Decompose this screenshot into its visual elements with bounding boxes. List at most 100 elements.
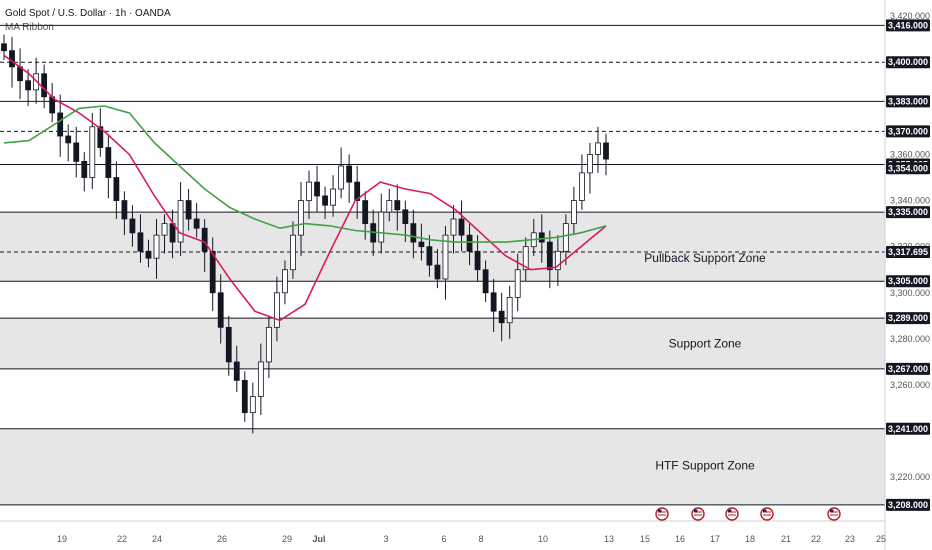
candle-body: [587, 154, 593, 174]
price-tick-label: 3,280.000: [890, 334, 930, 344]
candle-body: [378, 211, 385, 243]
candle-body: [241, 379, 248, 414]
us-flag-icon[interactable]: [655, 507, 669, 521]
candle-body: [579, 172, 585, 201]
candle-body: [338, 165, 345, 190]
candle-body: [595, 142, 601, 155]
candle-body: [394, 200, 401, 211]
candle-body: [217, 292, 224, 328]
zone-0: [0, 212, 885, 282]
candle-body: [209, 250, 216, 294]
us-flag-icon[interactable]: [725, 507, 739, 521]
zone-1: [0, 318, 885, 369]
candle-body: [410, 223, 417, 243]
time-tick-label: 23: [845, 534, 855, 544]
level-label-bg-6: [886, 206, 930, 219]
price-tick-label: 3,360.000: [890, 149, 930, 159]
time-axis[interactable]: 19 22 24 26 29 Jul 3 6 8 10 13 15 16 17 18 21 22 23 25: [57, 534, 886, 544]
candle-body: [546, 241, 553, 271]
level-label-3: 3,370.000: [888, 126, 928, 136]
level-label-bg-1: [886, 56, 930, 69]
candle-body: [522, 246, 529, 271]
candle-body: [570, 200, 577, 225]
candle-body: [346, 165, 353, 183]
zone-label-0: Pullback Support Zone: [644, 251, 766, 265]
price-tick-label: 3,300.000: [890, 288, 930, 298]
candle-body: [434, 264, 441, 280]
level-label-bg-10: [886, 362, 930, 375]
level-label-5: 3,354.000: [888, 163, 928, 173]
candle-body: [97, 126, 104, 148]
candle-body: [249, 396, 256, 414]
candle-body: [89, 126, 96, 178]
candle-body: [466, 234, 473, 252]
candle-body: [57, 112, 64, 137]
us-flag-icon[interactable]: [827, 507, 841, 521]
candle-body: [282, 269, 288, 294]
price-tick-label: 3,260.000: [890, 380, 930, 390]
level-label-9: 3,289.000: [888, 313, 928, 323]
time-tick-label: 10: [538, 534, 548, 544]
candle-body: [314, 181, 320, 197]
ma-fast-line: [3, 54, 607, 322]
event-markers[interactable]: [655, 507, 841, 521]
candle-body: [137, 232, 144, 252]
time-tick-label: 3: [383, 534, 388, 544]
candle-body: [426, 246, 433, 266]
zones-layer: [0, 212, 885, 505]
candle-body: [233, 361, 240, 381]
level-label-7: 3,317.695: [888, 247, 928, 257]
candle-body: [354, 181, 361, 201]
candle-body: [121, 200, 128, 220]
time-tick-label: 16: [675, 534, 685, 544]
time-tick-label: 29: [282, 534, 292, 544]
time-tick-label: 6: [441, 534, 446, 544]
level-label-8: 3,305.000: [888, 276, 928, 286]
candle-body: [201, 227, 208, 252]
candle-body: [386, 200, 393, 213]
candle-body: [153, 234, 160, 259]
level-label-2: 3,383.000: [888, 96, 928, 106]
candle-body: [73, 142, 80, 162]
us-flag-icon[interactable]: [760, 507, 774, 521]
candle-body: [145, 250, 152, 259]
candle-body: [1, 43, 7, 52]
candle-body: [298, 200, 304, 236]
level-label-bg-0: [886, 19, 930, 32]
candle-body: [362, 200, 369, 225]
candle-body: [274, 292, 280, 328]
level-label-10: 3,267.000: [888, 364, 928, 374]
candle-body: [490, 292, 497, 312]
price-tick-label: 3,420.000: [890, 11, 930, 21]
price-tick-label: 3,340.000: [890, 196, 930, 206]
zone-2: [0, 428, 885, 505]
zone-label-1: Support Zone: [669, 336, 742, 350]
candle-body: [81, 160, 88, 178]
indicator-label: MA Ribbon: [5, 22, 54, 33]
chart-title: Gold Spot / U.S. Dollar · 1h · OANDA: [5, 8, 171, 19]
candle-body: [105, 147, 112, 178]
price-tick-label: 3,220.000: [890, 472, 930, 482]
level-label-bg-2: [886, 95, 930, 108]
time-tick-label: 22: [117, 534, 127, 544]
level-label-0: 3,416.000: [888, 20, 928, 30]
level-label-11: 3,241.000: [888, 424, 928, 434]
candle-body: [554, 250, 561, 271]
candle-body: [129, 218, 136, 234]
candle-body: [538, 232, 545, 243]
candle-body: [418, 241, 425, 248]
candle-body: [225, 326, 232, 363]
candle-body: [25, 80, 31, 91]
candle-body: [603, 142, 609, 160]
levels-layer: [0, 24, 885, 506]
level-label-bg-8: [886, 275, 930, 288]
us-flag-icon[interactable]: [691, 507, 705, 521]
time-tick-label: 18: [745, 534, 755, 544]
candle-body: [257, 361, 264, 397]
candles-layer: [1, 34, 609, 434]
time-tick-label: 19: [57, 534, 67, 544]
candle-body: [177, 200, 184, 243]
candle-body: [193, 218, 200, 229]
candle-body: [322, 195, 328, 206]
